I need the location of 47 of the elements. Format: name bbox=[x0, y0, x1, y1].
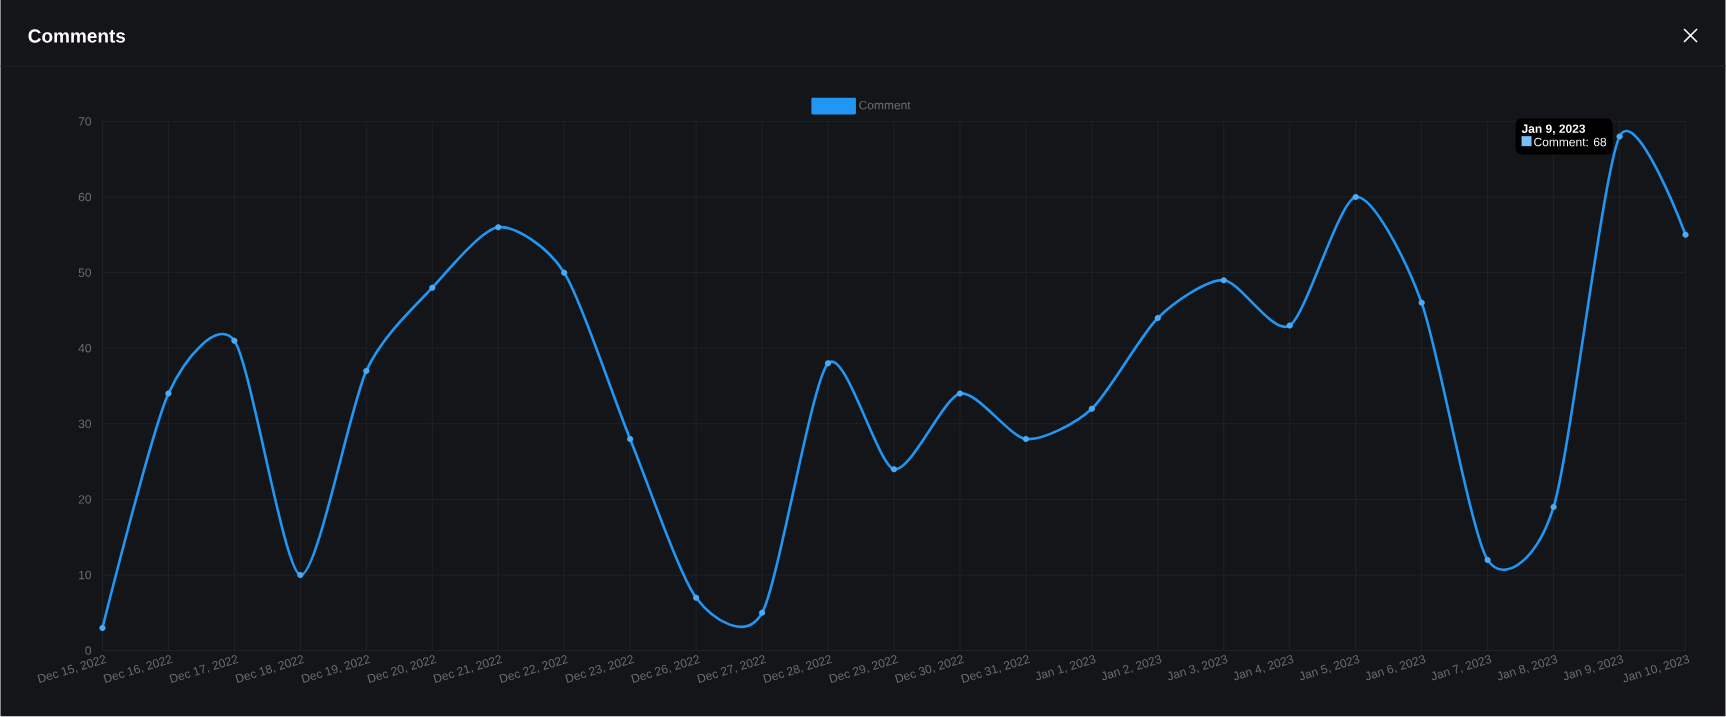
y-tick-label: 70 bbox=[78, 117, 92, 126]
point bbox=[165, 390, 172, 397]
point bbox=[1616, 133, 1623, 140]
x-tick-label: Jan 5, 2023 bbox=[1300, 655, 1360, 681]
y-tick-label: 40 bbox=[78, 344, 92, 353]
point bbox=[561, 269, 568, 276]
annotation: Comment: 68 bbox=[1534, 137, 1607, 147]
point bbox=[429, 284, 436, 292]
point bbox=[890, 466, 898, 473]
point bbox=[627, 436, 634, 443]
y-tick-label: 30 bbox=[78, 419, 92, 429]
x-tick-label: Jan 4, 2023 bbox=[1234, 655, 1294, 681]
point bbox=[99, 625, 106, 632]
x-tick-label: Jan 7, 2023 bbox=[1431, 655, 1492, 681]
y-tick-label: 10 bbox=[79, 570, 92, 580]
point bbox=[758, 609, 766, 617]
x-tick-label: Jan 8, 2023 bbox=[1497, 655, 1558, 681]
point bbox=[1352, 194, 1359, 201]
point bbox=[231, 337, 238, 344]
point bbox=[1220, 277, 1227, 284]
point bbox=[1682, 231, 1689, 239]
point bbox=[1088, 405, 1095, 412]
point bbox=[1286, 322, 1293, 329]
y-tick-label: 50 bbox=[78, 268, 92, 278]
x-tick-label: Jan 10, 2023 bbox=[1623, 655, 1690, 683]
point bbox=[1022, 436, 1029, 443]
x-tick-label: Jan 2, 2023 bbox=[1102, 655, 1162, 681]
point bbox=[1154, 315, 1161, 322]
point bbox=[693, 594, 700, 601]
point bbox=[495, 224, 502, 231]
x-tick-label: Jan 6, 2023 bbox=[1366, 655, 1426, 681]
point bbox=[363, 368, 370, 375]
point bbox=[824, 360, 832, 367]
x-tick-label: Jan 1, 2023 bbox=[1036, 655, 1096, 681]
point bbox=[1550, 504, 1557, 511]
annotation: Jan 9, 2023 bbox=[1521, 124, 1586, 135]
y-tick-label: 0 bbox=[85, 646, 92, 656]
y-tick-label: 20 bbox=[78, 495, 92, 504]
point bbox=[297, 572, 304, 579]
y-tick-label: 60 bbox=[78, 192, 92, 202]
point bbox=[1484, 557, 1491, 564]
x-tick-label: Jan 9, 2023 bbox=[1563, 655, 1624, 681]
point bbox=[956, 390, 964, 397]
legend-label: Comment bbox=[859, 101, 911, 110]
x-tick-label: Jan 3, 2023 bbox=[1168, 655, 1228, 681]
chart-title: Comments bbox=[28, 29, 126, 43]
point bbox=[1418, 299, 1425, 307]
